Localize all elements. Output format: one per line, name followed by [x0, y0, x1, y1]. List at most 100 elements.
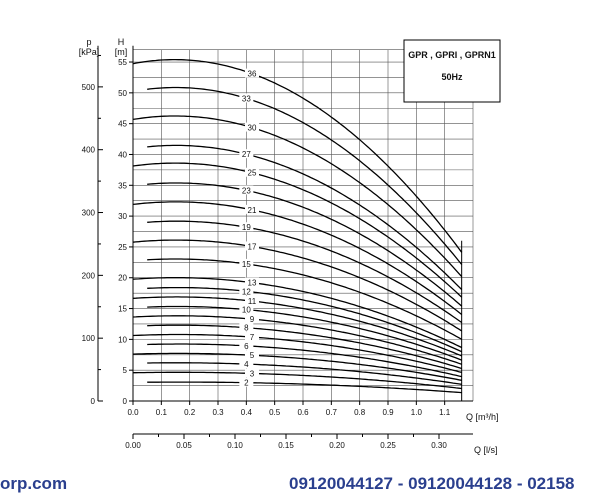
curve-label-bg	[245, 350, 259, 360]
q2-tick-label: 0.20	[329, 441, 345, 450]
curve-label-bg	[245, 122, 259, 132]
curve-label-3: 3	[250, 369, 255, 378]
curve-label-11: 11	[248, 297, 257, 306]
curve-label-bg	[239, 286, 254, 296]
curve-label-bg	[239, 359, 254, 369]
chart-title: GPR , GPRI , GPRN1	[408, 50, 496, 60]
curve-label-bg	[245, 314, 259, 324]
y-right-axis-symbol: H	[118, 37, 125, 47]
h-tick-label: 0	[123, 397, 128, 406]
curve-label-4: 4	[244, 360, 249, 369]
curve-label-bg	[245, 368, 259, 378]
curve-label-bg	[245, 296, 259, 306]
footer-website: orp.com	[0, 474, 68, 493]
q2-tick-label: 0.00	[125, 441, 141, 450]
curve-label-6: 6	[244, 342, 249, 351]
curve-line-2	[147, 381, 462, 394]
curve-label-bg	[245, 277, 259, 287]
curve-label-bg	[245, 241, 259, 251]
q2-tick-label: 0.30	[431, 441, 447, 450]
q2-tick-label: 0.25	[380, 441, 396, 450]
p-tick-label: 100	[82, 334, 96, 343]
h-tick-label: 20	[118, 274, 127, 283]
p-tick-label: 0	[91, 397, 96, 406]
h-tick-label: 35	[118, 181, 127, 190]
curve-label-33: 33	[242, 94, 251, 103]
q-tick-label: 0.1	[156, 408, 168, 417]
curve-line-6	[147, 343, 462, 378]
curve-label-15: 15	[242, 260, 251, 269]
curve-label-9: 9	[250, 315, 255, 324]
curve-line-27	[147, 144, 463, 290]
curve-line-36	[132, 58, 463, 253]
curve-label-17: 17	[248, 242, 257, 251]
curve-label-bg	[245, 167, 259, 177]
y-left-axis-symbol: p	[86, 37, 91, 47]
p-tick-label: 200	[82, 271, 96, 280]
curve-line-12	[147, 286, 462, 353]
curve-line-3	[133, 371, 462, 390]
curve-line-21	[132, 201, 463, 316]
q-tick-label: 0.8	[354, 408, 366, 417]
curve-label-bg	[239, 322, 254, 332]
curve-line-30	[132, 115, 463, 278]
curve-label-8: 8	[244, 324, 249, 333]
curve-label-36: 36	[248, 70, 257, 79]
curve-label-bg	[239, 258, 254, 268]
chart-info-box	[403, 39, 501, 103]
curve-label-bg	[239, 149, 254, 159]
q2-tick-label: 0.10	[227, 441, 243, 450]
curve-label-bg	[239, 340, 254, 350]
curve-line-8	[147, 324, 462, 370]
curve-label-23: 23	[242, 186, 251, 195]
h-tick-label: 40	[118, 150, 127, 159]
h-tick-label: 50	[118, 89, 127, 98]
curve-line-33	[147, 86, 463, 265]
q-tick-label: 0.4	[241, 408, 253, 417]
p-tick-label: 500	[82, 83, 96, 92]
q2-tick-label: 0.05	[176, 441, 192, 450]
h-tick-label: 25	[118, 243, 127, 252]
p-tick-label: 400	[82, 146, 96, 155]
curve-line-23	[147, 182, 463, 307]
h-tick-label: 30	[118, 212, 127, 221]
curve-line-15	[147, 258, 463, 340]
curve-line-10	[147, 305, 462, 361]
curve-line-13	[132, 277, 462, 349]
h-tick-label: 5	[123, 366, 128, 375]
h-tick-label: 55	[118, 58, 127, 67]
y-right-axis-unit: [m]	[115, 47, 128, 57]
curve-label-27: 27	[242, 150, 251, 159]
curve-line-25	[132, 162, 463, 298]
curve-label-10: 10	[242, 306, 251, 315]
q-tick-label: 0.2	[184, 408, 196, 417]
q-tick-label: 1.0	[411, 408, 423, 417]
h-tick-label: 10	[118, 335, 127, 344]
curve-label-25: 25	[248, 169, 257, 178]
curve-line-5	[132, 352, 462, 381]
curve-label-21: 21	[248, 206, 257, 215]
curve-line-11	[132, 296, 462, 357]
h-tick-label: 45	[118, 120, 127, 129]
x2-axis-label: Q [l/s]	[474, 445, 498, 455]
curve-label-2: 2	[244, 379, 249, 388]
curve-label-bg	[239, 185, 254, 195]
curve-label-bg	[239, 377, 254, 387]
curve-label-5: 5	[250, 351, 255, 360]
curve-label-30: 30	[248, 124, 257, 133]
q-tick-label: 0.9	[382, 408, 394, 417]
curve-label-bg	[239, 93, 254, 103]
p-tick-label: 300	[82, 209, 96, 218]
footer-phones: 09120044127 - 09120044128 - 02158	[289, 474, 575, 493]
curve-label-7: 7	[250, 333, 255, 342]
curve-label-13: 13	[248, 279, 257, 288]
curve-label-bg	[245, 204, 259, 214]
curve-label-bg	[245, 68, 259, 78]
q-tick-label: 0.7	[326, 408, 338, 417]
curve-line-17	[132, 239, 463, 332]
h-tick-label: 15	[118, 305, 127, 314]
y-left-axis-unit: [kPa]	[79, 47, 100, 57]
q-tick-label: 0.3	[212, 408, 224, 417]
